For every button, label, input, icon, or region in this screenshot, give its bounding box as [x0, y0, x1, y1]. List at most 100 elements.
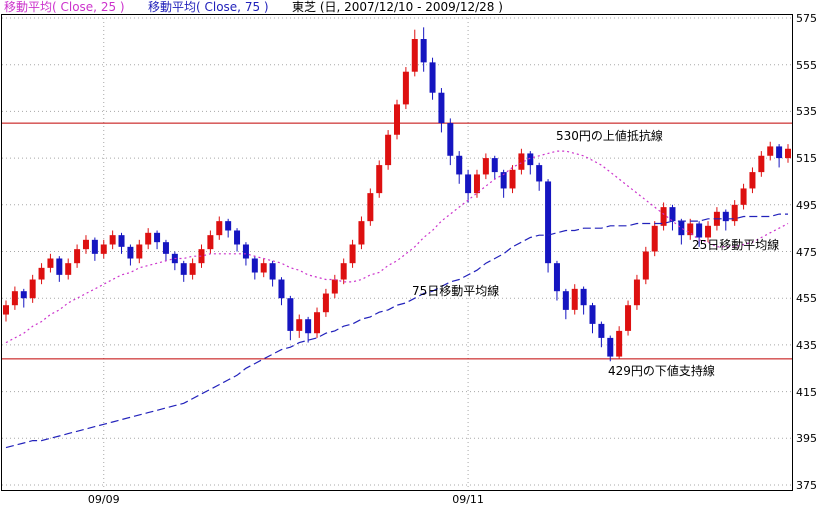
candle-body: [616, 330, 623, 357]
candle-body: [580, 288, 587, 306]
candle-body: [278, 279, 285, 299]
candle-body: [394, 104, 400, 135]
candle-body: [189, 263, 196, 275]
candle-body: [438, 92, 445, 124]
candle-body: [260, 263, 267, 273]
y-axis-label: 475: [796, 245, 817, 259]
y-axis-label: 555: [796, 58, 817, 72]
candle-body: [651, 225, 658, 252]
candle-body: [207, 235, 214, 250]
candle-body: [785, 148, 791, 159]
plot-frame: [1, 14, 793, 491]
candle-body: [358, 221, 365, 245]
candle-body: [527, 153, 534, 166]
annotation-ma25-line: 25日移動平均線: [692, 238, 780, 252]
candle-body: [38, 267, 45, 280]
candle-body: [100, 244, 107, 254]
candle-body: [482, 158, 489, 175]
candle-body: [660, 207, 667, 226]
y-axis-label: 455: [796, 292, 817, 306]
candle-body: [29, 279, 36, 299]
candle-body: [82, 239, 89, 250]
candle-body: [145, 232, 152, 245]
candle-body: [385, 134, 392, 166]
candle-body: [491, 158, 498, 173]
candle-body: [776, 146, 783, 159]
y-axis-label: 415: [796, 385, 817, 399]
candle-body: [625, 305, 632, 331]
candle-body: [269, 263, 276, 280]
y-axis-label: 515: [796, 152, 817, 166]
candle-body: [154, 232, 161, 243]
candle-body: [545, 181, 552, 264]
candle-body: [322, 293, 329, 313]
candle-body: [465, 174, 472, 194]
candle-body: [500, 172, 507, 189]
candle-body: [216, 221, 223, 236]
ma25-line: [5, 150, 789, 344]
candle-body: [242, 244, 249, 259]
candle-body: [402, 71, 409, 105]
y-axis-label: 435: [796, 338, 817, 352]
candle-body: [447, 123, 454, 156]
annotation-resistance-line: 530円の上値抵抗線: [556, 129, 663, 143]
y-axis-label: 495: [796, 198, 817, 212]
candle-body: [571, 288, 578, 310]
candle-body: [758, 155, 765, 173]
candle-body: [731, 204, 738, 222]
y-axis-label: 575: [796, 12, 817, 25]
candle-body: [56, 258, 63, 275]
candle-body: [456, 155, 463, 175]
annotation-support-line: 429円の下値支持線: [608, 364, 715, 378]
candle-body: [749, 172, 756, 189]
legend-ma25: 移動平均( Close, 25 ): [4, 0, 125, 14]
candle-body: [678, 221, 685, 236]
candle-body: [740, 188, 747, 205]
candle-body: [473, 174, 480, 194]
y-axis-label: 535: [796, 105, 817, 119]
candle-body: [314, 312, 321, 334]
candle-body: [127, 246, 134, 259]
candle-body: [509, 169, 516, 189]
candle-body: [420, 39, 427, 63]
candle-body: [642, 251, 649, 280]
candle-body: [518, 153, 525, 170]
candle-body: [589, 305, 596, 324]
candle-body: [65, 263, 72, 275]
candle-body: [74, 249, 81, 264]
candle-body: [305, 319, 312, 334]
candle-body: [109, 235, 116, 245]
candle-body: [251, 258, 258, 273]
y-axis-label: 395: [796, 432, 817, 446]
chart-title: 東芝 (日, 2007/12/10 - 2009/12/28 ): [292, 0, 503, 14]
candle-body: [198, 249, 205, 264]
candle-body: [287, 298, 294, 331]
candle-body: [429, 62, 436, 93]
candle-body: [11, 291, 18, 306]
candle-body: [669, 207, 676, 222]
candle-body: [180, 263, 187, 275]
ma75-line: [5, 213, 788, 449]
x-axis-label: 09/09: [87, 493, 120, 506]
candle-body: [607, 337, 614, 357]
candle-body: [234, 230, 241, 245]
candle-body: [225, 221, 232, 231]
candle-body: [3, 305, 9, 315]
candle-body: [118, 235, 125, 247]
candle-body: [696, 223, 703, 238]
candle-body: [20, 291, 27, 299]
candle-body: [367, 193, 374, 222]
candle-body: [553, 263, 560, 292]
candle-body: [536, 165, 543, 182]
candle-body: [705, 225, 712, 238]
candle-body: [331, 279, 338, 294]
candle-body: [47, 258, 54, 268]
candle-body: [162, 242, 169, 254]
candle-body: [598, 323, 605, 338]
candle-body: [349, 244, 356, 264]
candle-body: [340, 263, 347, 280]
candle-body: [136, 244, 143, 259]
candle-body: [687, 223, 694, 236]
candle-body: [411, 39, 418, 72]
